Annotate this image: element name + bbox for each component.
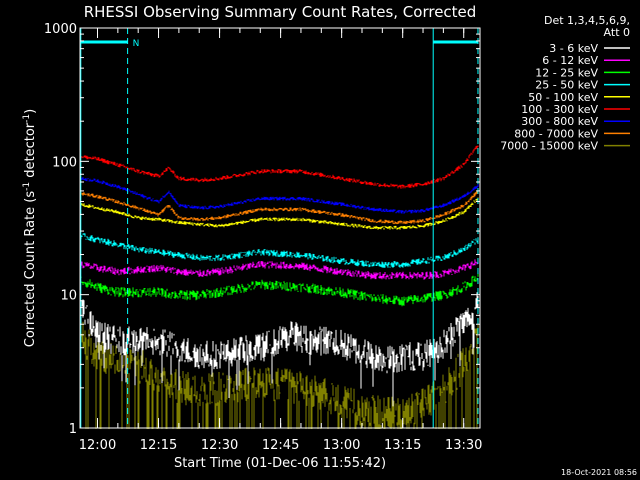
legend-label: 100 - 300 keV <box>521 103 598 116</box>
legend-header-line-2: Att 0 <box>604 26 630 39</box>
legend-label: 25 - 50 keV <box>535 79 598 92</box>
x-axis-label: Start Time (01-Dec-06 11:55:42) <box>174 456 386 471</box>
x-tick-label: 12:30 <box>201 438 238 453</box>
y-tick-label: 100 <box>52 155 77 170</box>
y-tick-label: 1000 <box>44 22 77 37</box>
y-tick-label: 1 <box>69 422 77 437</box>
x-tick-label: 13:00 <box>323 438 360 453</box>
y-tick-label: 10 <box>60 289 77 304</box>
timestamp: 18-Oct-2021 08:56 <box>561 468 637 477</box>
x-tick-label: 13:15 <box>384 438 421 453</box>
x-axis: 12:00 12:15 12:30 12:45 13:00 13:15 13:30 <box>79 28 482 453</box>
legend-label: 50 - 100 keV <box>528 91 598 104</box>
legend-label: 7000 - 15000 keV <box>500 140 598 153</box>
x-tick-label: 12:45 <box>262 438 299 453</box>
x-tick-label: 12:15 <box>140 438 177 453</box>
legend-label: 3 - 6 keV <box>549 42 598 55</box>
y-axis: 1 10 100 1000 <box>44 22 480 437</box>
chart-title: RHESSI Observing Summary Count Rates, Co… <box>84 3 477 21</box>
legend-header-line-1: Det 1,3,4,5,6,9, <box>544 14 630 27</box>
legend-label: 12 - 25 keV <box>535 66 598 79</box>
legend-label: 6 - 12 keV <box>542 54 598 67</box>
plot-frame <box>79 27 481 429</box>
time-markers: N <box>80 28 479 428</box>
legend-label: 800 - 7000 keV <box>514 127 598 140</box>
x-tick-label: 12:00 <box>79 438 116 453</box>
top-bar-label-0: N <box>133 39 140 49</box>
y-axis-label: Corrected Count Rate (s-1 detector-1) <box>22 109 38 347</box>
plot-area <box>80 145 479 429</box>
x-tick-label: 13:30 <box>445 438 482 453</box>
legend-label: 300 - 800 keV <box>521 115 598 128</box>
